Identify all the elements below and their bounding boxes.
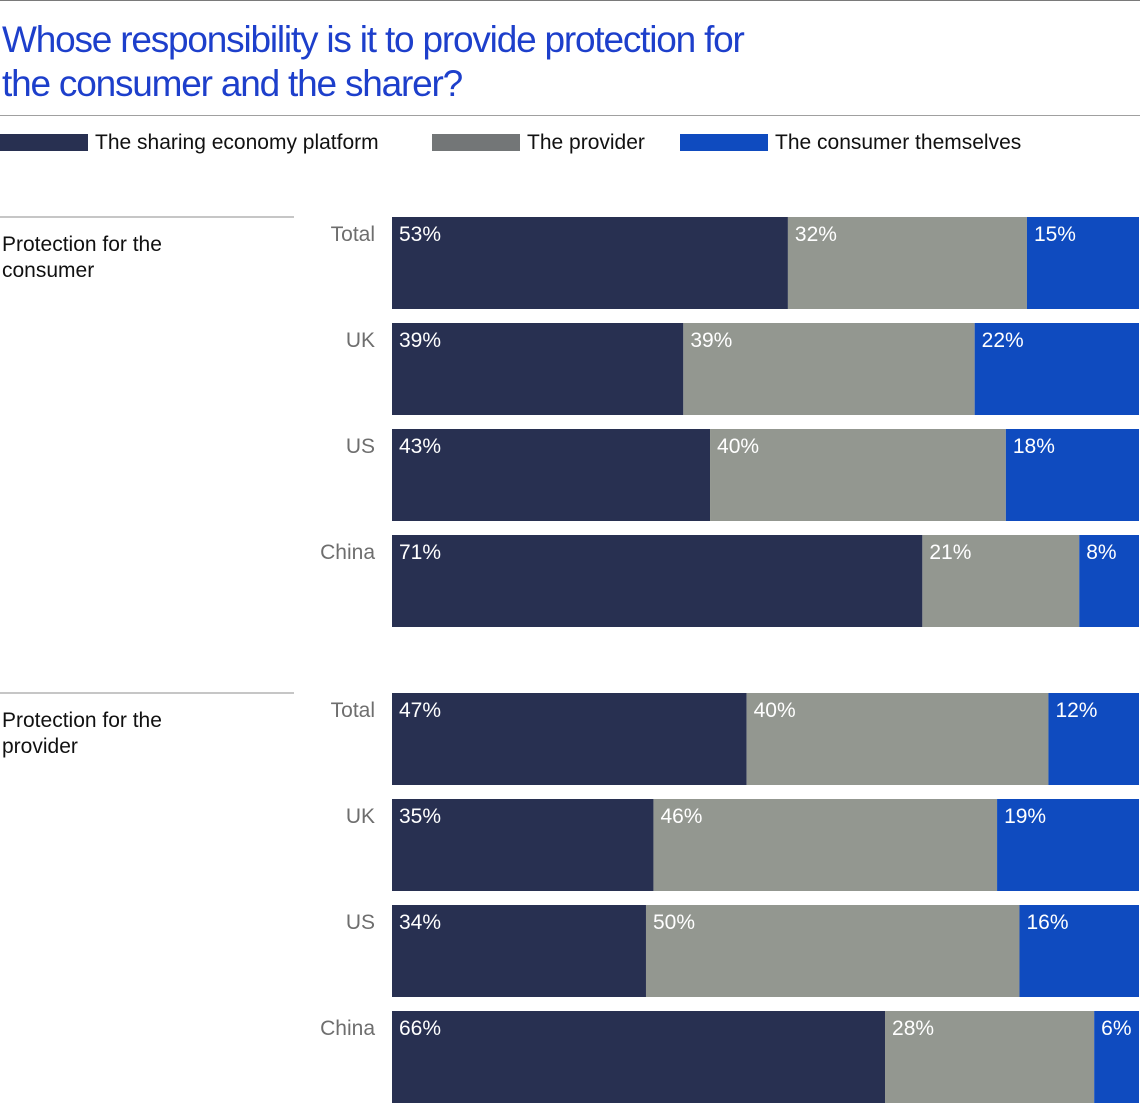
value-label-provider-protection-china-consumer: 6% [1101, 1017, 1131, 1040]
value-label-consumer-protection-us-consumer: 18% [1013, 435, 1055, 458]
category-label-provider-protection-us: US [346, 911, 375, 934]
bar-consumer-protection-uk-consumer [974, 323, 1139, 415]
legend-swatch-consumer [680, 134, 768, 151]
bar-consumer-protection-total-provider [787, 217, 1027, 309]
bar-provider-protection-uk-provider [653, 799, 998, 891]
title-rule [0, 115, 1140, 116]
value-label-consumer-protection-uk-platform: 39% [399, 329, 441, 352]
value-label-consumer-protection-us-provider: 40% [717, 435, 759, 458]
chart-title-line-2: the consumer and the sharer? [2, 63, 463, 104]
category-label-consumer-protection-china: China [320, 541, 375, 564]
category-label-provider-protection-total: Total [331, 699, 375, 722]
legend-label-provider: The provider [527, 131, 645, 154]
bar-consumer-protection-us-provider [710, 429, 1006, 521]
bar-consumer-protection-china-consumer [1079, 535, 1139, 627]
value-label-consumer-protection-uk-consumer: 22% [982, 329, 1024, 352]
value-label-consumer-protection-uk-provider: 39% [690, 329, 732, 352]
group-label-consumer-protection: Protection for the consumer [2, 233, 162, 282]
bar-provider-protection-total-platform [392, 693, 747, 785]
bar-provider-protection-china-provider [885, 1011, 1095, 1103]
value-label-provider-protection-us-provider: 50% [653, 911, 695, 934]
value-label-consumer-protection-total-platform: 53% [399, 223, 441, 246]
bar-consumer-protection-uk-platform [392, 323, 684, 415]
value-label-provider-protection-total-consumer: 12% [1055, 699, 1097, 722]
value-label-consumer-protection-us-platform: 43% [399, 435, 441, 458]
bar-provider-protection-total-consumer [1048, 693, 1139, 785]
bar-provider-protection-uk-consumer [997, 799, 1139, 891]
group-label-provider-protection: Protection for the provider [2, 709, 162, 758]
bar-provider-protection-us-platform [392, 905, 646, 997]
value-label-provider-protection-china-platform: 66% [399, 1017, 441, 1040]
legend-swatch-provider [432, 134, 520, 151]
value-label-consumer-protection-china-consumer: 8% [1086, 541, 1116, 564]
top-rule [0, 0, 1140, 1]
chart-title: Whose responsibility is it to provide pr… [2, 18, 902, 106]
bar-provider-protection-us-provider [645, 905, 1020, 997]
bar-consumer-protection-us-consumer [1005, 429, 1139, 521]
value-label-provider-protection-us-consumer: 16% [1026, 911, 1068, 934]
bar-consumer-protection-uk-provider [683, 323, 975, 415]
legend-label-platform: The sharing economy platform [95, 131, 379, 154]
bar-provider-protection-uk-platform [392, 799, 654, 891]
legend-label-consumer: The consumer themselves [775, 131, 1022, 154]
value-label-provider-protection-uk-provider: 46% [660, 805, 702, 828]
bar-provider-protection-china-consumer [1094, 1011, 1139, 1103]
value-label-consumer-protection-total-consumer: 15% [1034, 223, 1076, 246]
bar-provider-protection-china-platform [392, 1011, 886, 1103]
value-label-provider-protection-total-platform: 47% [399, 699, 441, 722]
value-label-provider-protection-uk-platform: 35% [399, 805, 441, 828]
value-label-consumer-protection-total-provider: 32% [795, 223, 837, 246]
value-label-consumer-protection-china-provider: 21% [929, 541, 971, 564]
category-label-consumer-protection-uk: UK [346, 329, 375, 352]
legend-swatch-platform [0, 134, 88, 151]
category-label-consumer-protection-total: Total [331, 223, 375, 246]
chart-title-line-1: Whose responsibility is it to provide pr… [2, 19, 745, 60]
bar-consumer-protection-china-platform [392, 535, 923, 627]
category-label-consumer-protection-us: US [346, 435, 375, 458]
value-label-provider-protection-us-platform: 34% [399, 911, 441, 934]
bar-consumer-protection-china-provider [922, 535, 1080, 627]
bar-provider-protection-us-consumer [1019, 905, 1139, 997]
value-label-provider-protection-uk-consumer: 19% [1004, 805, 1046, 828]
value-label-consumer-protection-china-platform: 71% [399, 541, 441, 564]
value-label-provider-protection-total-provider: 40% [754, 699, 796, 722]
category-label-provider-protection-uk: UK [346, 805, 375, 828]
category-label-provider-protection-china: China [320, 1017, 375, 1040]
bar-consumer-protection-total-consumer [1026, 217, 1139, 309]
bar-consumer-protection-total-platform [392, 217, 788, 309]
bar-provider-protection-total-provider [746, 693, 1049, 785]
bar-consumer-protection-us-platform [392, 429, 711, 521]
value-label-provider-protection-china-provider: 28% [892, 1017, 934, 1040]
